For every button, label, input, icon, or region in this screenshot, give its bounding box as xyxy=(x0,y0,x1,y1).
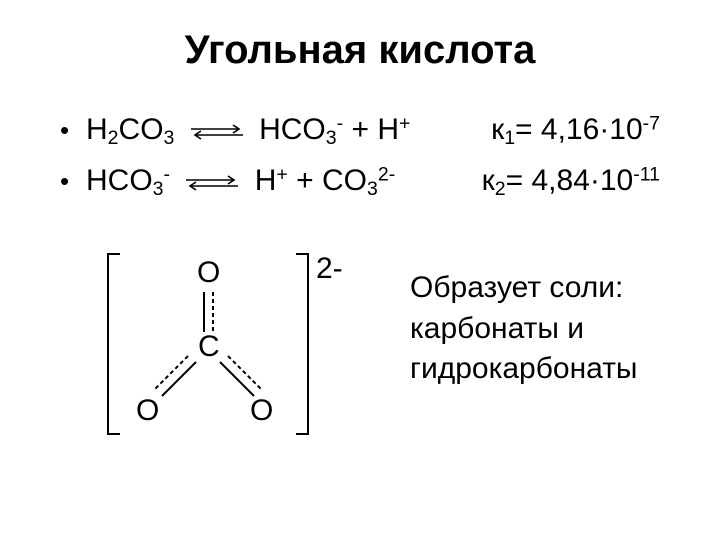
notes-line-3: гидрокарбонаты xyxy=(410,349,638,390)
slide-title: Угольная кислота xyxy=(60,28,660,73)
notes-text: Образует соли: карбонаты и гидрокарбонат… xyxy=(410,268,638,444)
carbonate-structure: O C O O 2- xyxy=(100,244,370,444)
atom-o-top: O xyxy=(197,256,220,290)
slide: Угольная кислота • H2CO3 HCO3- + H+ к1= … xyxy=(0,0,720,540)
equilibrium-arrow-icon xyxy=(189,123,245,141)
equilibrium-arrow-icon xyxy=(184,174,240,192)
atom-c: C xyxy=(198,330,220,364)
equation-row-2: • HCO3- H+ + CO32- к2= 4,84·10-11 xyxy=(60,158,660,205)
atom-o-bl: O xyxy=(136,394,159,428)
bottom-row: O C O O 2- Образует соли: карбонаты и ги… xyxy=(60,244,660,444)
notes-line-2: карбонаты и xyxy=(410,309,638,350)
equation-1-text: H2CO3 HCO3- + H+ xyxy=(86,107,410,154)
ion-charge: 2- xyxy=(316,252,343,286)
atom-o-br: O xyxy=(250,394,273,428)
equilibrium-constant-2: к2= 4,84·10-11 xyxy=(440,158,660,205)
equilibrium-constant-1: к1= 4,16·10-7 xyxy=(461,107,660,154)
equations-block: • H2CO3 HCO3- + H+ к1= 4,16·10-7 • HCO3- xyxy=(60,107,660,204)
bullet-icon: • xyxy=(60,110,86,150)
notes-line-1: Образует соли: xyxy=(410,268,638,309)
equation-row-1: • H2CO3 HCO3- + H+ к1= 4,16·10-7 xyxy=(60,107,660,154)
bullet-icon: • xyxy=(60,161,86,201)
equation-2-text: HCO3- H+ + CO32- xyxy=(86,158,395,205)
